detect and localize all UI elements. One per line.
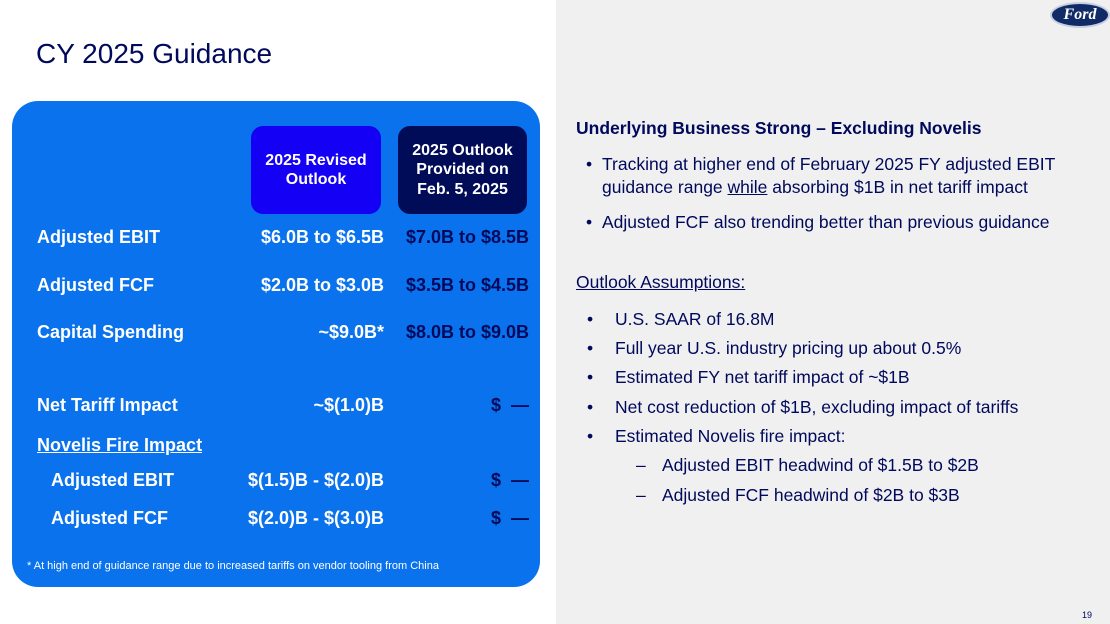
- assumption-text: U.S. SAAR of 16.8M: [615, 309, 775, 329]
- bullet-text: Adjusted FCF also trending better than p…: [602, 212, 1050, 232]
- assumption-item: • Estimated Novelis fire impact:: [587, 426, 846, 446]
- sub-item: – Adjusted EBIT headwind of $1.5B to $2B: [636, 455, 979, 475]
- row-label: Adjusted EBIT: [51, 470, 175, 490]
- section-label: Novelis Fire Impact: [37, 435, 203, 455]
- revised-value: $(2.0)B - $(3.0)B: [247, 508, 384, 528]
- prior-value: $ —: [490, 508, 529, 528]
- bullet-text: absorbing $1B in net tariff impact: [767, 177, 1028, 197]
- sub-text: Adjusted EBIT headwind of $1.5B to $2B: [662, 455, 979, 475]
- footnote: * At high end of guidance range due to i…: [27, 560, 439, 572]
- assumption-item: • Estimated FY net tariff impact of ~$1B: [587, 367, 910, 387]
- revised-value: $(1.5)B - $(2.0)B: [247, 470, 384, 490]
- bullet-text: Tracking at higher end of February 2025 …: [602, 154, 1056, 174]
- assumption-text: Estimated Novelis fire impact:: [615, 426, 846, 446]
- revised-value: ~$(1.0)B: [313, 395, 384, 415]
- bullet-text: guidance range: [602, 177, 728, 197]
- row-label: Adjusted EBIT: [37, 227, 161, 247]
- prior-value: $8.0B to $9.0B: [405, 322, 529, 342]
- assumption-item: • U.S. SAAR of 16.8M: [587, 309, 775, 329]
- bullet: • Adjusted FCF also trending better than …: [586, 212, 1050, 232]
- revised-value: $2.0B to $3.0B: [260, 275, 384, 295]
- right-panel-bg: [556, 0, 1110, 624]
- prior-value: $ —: [490, 395, 529, 415]
- prior-value: $7.0B to $8.5B: [405, 227, 529, 247]
- row-label: Net Tariff Impact: [37, 395, 178, 415]
- assumption-text: Net cost reduction of $1B, excluding imp…: [615, 397, 1019, 417]
- page-number: 19: [1081, 610, 1092, 620]
- revised-value: $6.0B to $6.5B: [260, 227, 384, 247]
- ford-logo: Ford: [1050, 2, 1110, 28]
- page-title: CY 2025 Guidance: [36, 38, 273, 69]
- prior-value: $ —: [490, 470, 529, 490]
- header-prior-outlook: 2025 Outlook Provided on Feb. 5, 2025: [398, 126, 527, 214]
- header-revised-outlook: 2025 Revised Outlook: [251, 126, 381, 214]
- row-label: Adjusted FCF: [37, 275, 154, 295]
- sub-text: Adjusted FCF headwind of $2B to $3B: [662, 485, 960, 505]
- row-label: Adjusted FCF: [51, 508, 168, 528]
- revised-value: ~$9.0B*: [318, 322, 384, 342]
- prior-value: $3.5B to $4.5B: [405, 275, 529, 295]
- assumption-text: Full year U.S. industry pricing up about…: [615, 338, 962, 358]
- bullet-text: while: [727, 177, 768, 197]
- bullet: • Tracking at higher end of February 2025…: [586, 154, 1056, 197]
- right-heading: Underlying Business Strong – Excluding N…: [576, 118, 982, 138]
- assumption-item: • Net cost reduction of $1B, excluding im…: [587, 397, 1019, 417]
- guidance-table: 2025 Revised Outlook 2025 Outlook Provid…: [12, 101, 540, 587]
- assumptions-title: Outlook Assumptions:: [576, 272, 746, 292]
- row-label: Capital Spending: [37, 322, 185, 342]
- sub-item: – Adjusted FCF headwind of $2B to $3B: [636, 485, 960, 505]
- assumption-item: • Full year U.S. industry pricing up abou…: [587, 338, 962, 358]
- assumption-text: Estimated FY net tariff impact of ~$1B: [615, 367, 910, 387]
